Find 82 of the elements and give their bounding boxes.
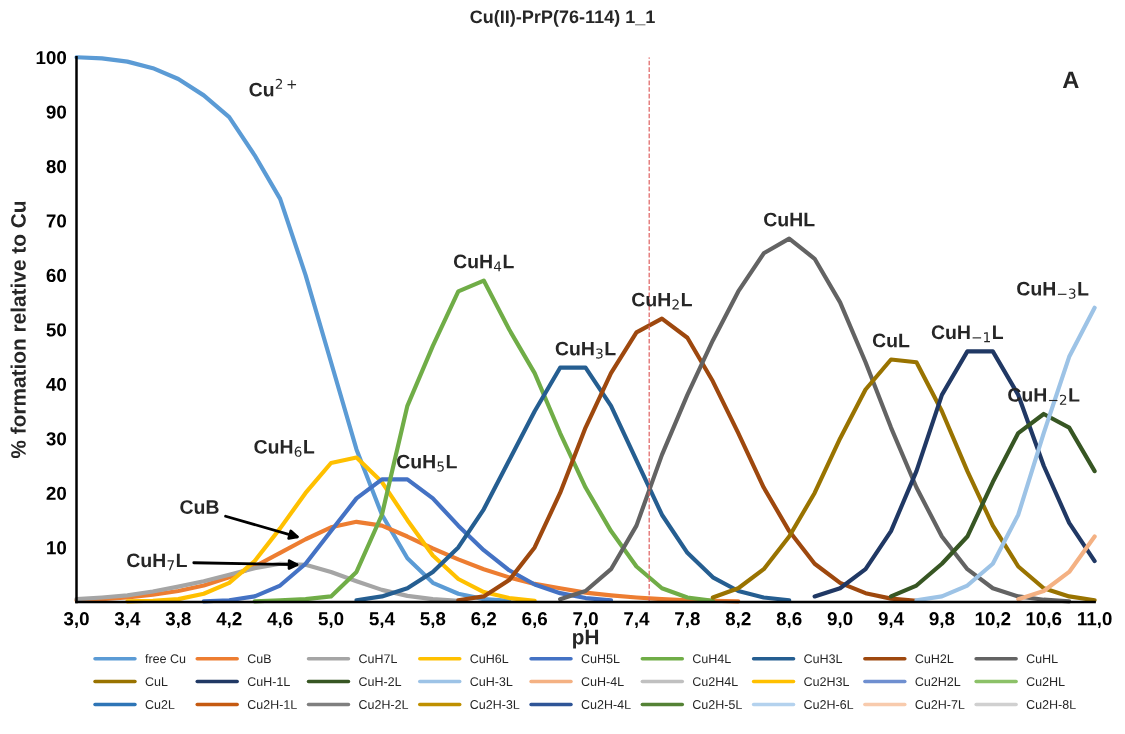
legend-label: CuH3L xyxy=(804,654,843,664)
line-series xyxy=(1016,534,1097,602)
x-tick-label: 5,4 xyxy=(369,612,395,629)
legend-label: Cu2H-7L xyxy=(915,700,965,709)
y-tick-label: 60 xyxy=(46,268,67,283)
chart-title: Cu(II)-PrP(76-114) 1_1 xyxy=(470,9,655,27)
annotation: A xyxy=(1062,71,1079,88)
x-tick-label: 9,4 xyxy=(878,612,904,629)
legend-label: Cu2H-1L xyxy=(247,700,297,709)
line-series xyxy=(354,365,792,603)
x-tick-label: 4,2 xyxy=(216,612,242,629)
legend-label: Cu2H-2L xyxy=(359,700,409,709)
annotation: CuH$_{−1}$L xyxy=(931,325,1004,343)
legend-label: Cu2H3L xyxy=(804,677,850,687)
legend-label: CuH7L xyxy=(359,654,397,664)
x-tick-label: 6,2 xyxy=(471,612,497,629)
legend-label: CuH-1L xyxy=(247,677,290,687)
legend-label: CuH6L xyxy=(470,654,509,664)
x-tick-label: 6,6 xyxy=(522,612,548,629)
x-tick-label: 9,0 xyxy=(827,612,853,629)
annotation: CuH$_{3}$L xyxy=(555,341,616,359)
y-tick-label: 80 xyxy=(46,159,67,174)
x-tick-label: 10,2 xyxy=(975,612,1011,629)
x-tick-label: 8,2 xyxy=(725,612,751,629)
x-tick-label: 11,0 xyxy=(1078,612,1112,629)
annotation: CuB xyxy=(180,500,219,514)
x-tick-label: 5,8 xyxy=(420,612,446,629)
annotation: CuH$_{5}$L xyxy=(397,454,457,472)
y-axis-title: % formation relative to Cu xyxy=(10,201,26,459)
line-series xyxy=(888,411,1097,599)
legend-label: CuL xyxy=(145,677,168,687)
x-tick-label: 3,8 xyxy=(165,612,191,629)
legend-label: CuB xyxy=(247,654,271,664)
annotation: CuH$_{7}$L xyxy=(127,553,187,571)
x-axis-title: pH xyxy=(573,629,599,649)
legend-label: Cu2H-6L xyxy=(804,700,854,709)
legend-label: CuHL xyxy=(1026,654,1058,664)
legend-label: free Cu xyxy=(145,653,186,664)
legend-label: Cu2H2L xyxy=(915,677,961,687)
line-series xyxy=(125,455,537,604)
y-tick-label: 50 xyxy=(46,323,67,337)
annotation: Cu$^{2+}$ xyxy=(249,78,297,97)
legend-label: Cu2H-3L xyxy=(470,700,520,709)
annotation: CuHL xyxy=(764,212,815,227)
line-series xyxy=(914,305,1097,603)
annotation: CuH$_{−3}$L xyxy=(1017,281,1089,299)
x-tick-label: 4,6 xyxy=(267,612,293,629)
legend-label: Cu2HL xyxy=(1026,677,1065,687)
x-tick-label: 3,4 xyxy=(114,612,141,629)
x-tick-label: 7,8 xyxy=(675,612,700,629)
line-series xyxy=(710,357,1097,603)
y-tick-label: 10 xyxy=(47,541,67,555)
legend-label: Cu2H-5L xyxy=(692,700,742,709)
annotation: CuH$_{2}$L xyxy=(632,292,692,310)
legend-label: CuH-3L xyxy=(470,677,513,687)
y-tick-label: 40 xyxy=(46,377,67,392)
x-tick-label: 10,6 xyxy=(1026,612,1062,629)
y-tick-label: 70 xyxy=(46,214,67,228)
x-tick-label: 8,6 xyxy=(776,612,802,629)
legend-label: Cu2L xyxy=(145,700,175,709)
x-tick-label: 3,0 xyxy=(63,612,89,629)
x-tick-label: 7,0 xyxy=(573,612,598,629)
legend-label: CuH-2L xyxy=(359,677,402,687)
y-tick-label: 20 xyxy=(46,486,67,500)
legend-label: CuH5L xyxy=(581,654,620,664)
x-tick-label: 5,0 xyxy=(318,612,344,629)
legend-label: Cu2H-4L xyxy=(581,700,631,709)
line-series xyxy=(252,278,715,604)
legend-label: CuH4L xyxy=(692,654,731,664)
x-tick-label: 9,8 xyxy=(929,612,955,629)
y-tick-label: 90 xyxy=(46,105,67,119)
legend-label: CuH-4L xyxy=(581,677,624,687)
annotation: CuH$_{6}$L xyxy=(254,439,315,457)
legend-label: Cu2H4L xyxy=(692,677,738,687)
line-series xyxy=(812,349,1097,599)
annotation: CuH$_{4}$L xyxy=(453,254,514,272)
legend-label: CuH2L xyxy=(915,654,954,664)
annotation: CuL xyxy=(872,333,910,348)
y-tick-label: 100 xyxy=(36,50,67,65)
legend-label: Cu2H-8L xyxy=(1026,700,1076,709)
x-tick-label: 7,4 xyxy=(624,612,650,629)
y-tick-label: 30 xyxy=(46,432,67,446)
